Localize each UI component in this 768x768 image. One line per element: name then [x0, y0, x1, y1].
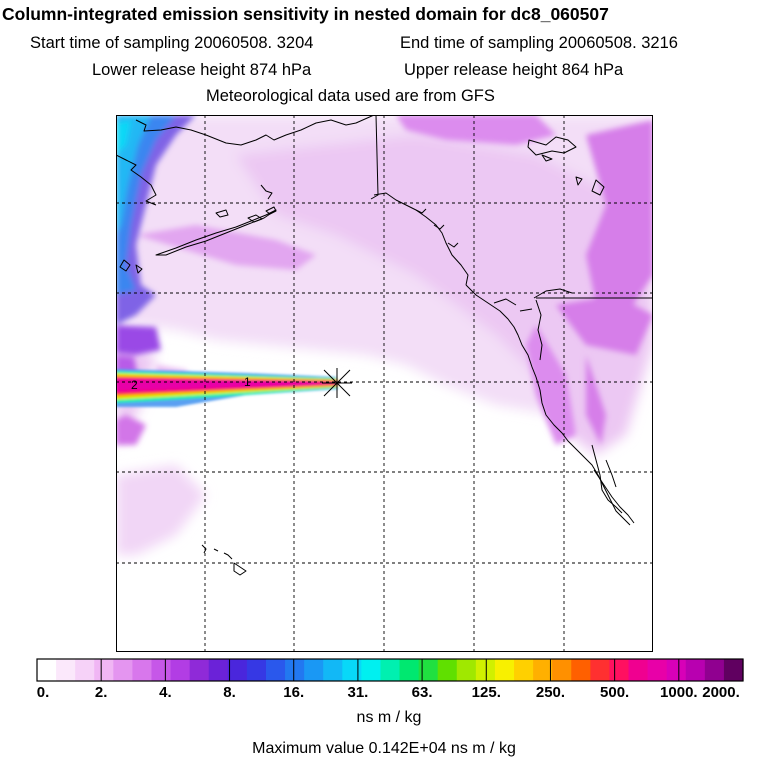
- colorbar-swatch: [399, 659, 420, 681]
- colorbar-tick-label: 1000.: [660, 684, 698, 701]
- trajectory-mark-2: 2: [131, 378, 138, 392]
- colorbar-swatch: [685, 659, 706, 681]
- colorbar-swatch: [514, 659, 534, 681]
- colorbar-tick-label: 8.: [223, 684, 236, 701]
- colorbar-swatch: [418, 659, 439, 681]
- colorbar-swatch: [132, 659, 153, 681]
- colorbar-swatch: [265, 659, 286, 681]
- map-frame: [116, 115, 653, 652]
- sensitivity-map: 2 1: [116, 115, 653, 652]
- colorbar-swatch: [475, 659, 496, 681]
- colorbar-tick-label: 0.: [36, 684, 50, 701]
- colorbar-tick-label: 16.: [283, 684, 305, 701]
- colorbar-swatch: [189, 659, 210, 681]
- field-blue: [116, 115, 196, 385]
- colorbar-units-label: ns m / kg: [356, 709, 422, 726]
- colorbar-tick-label: 2.: [94, 684, 108, 701]
- colorbar-swatch: [437, 659, 458, 681]
- lower-height-label: Lower release height 874 hPa: [92, 61, 312, 79]
- colorbar-swatch: [246, 659, 267, 681]
- colorbar-swatch: [170, 659, 191, 681]
- colorbar-swatch: [571, 659, 591, 681]
- colorbar-swatch: [94, 659, 114, 681]
- coastlines: [116, 115, 653, 576]
- upper-height-label: Upper release height 864 hPa: [404, 61, 624, 79]
- colorbar-swatch: [494, 659, 515, 681]
- colorbar-swatch: [75, 659, 95, 681]
- plume: [116, 369, 338, 407]
- trajectory-mark-1: 1: [244, 375, 251, 389]
- colorbar-swatch: [647, 659, 668, 681]
- met-data-label: Meteorological data used are from GFS: [206, 87, 495, 105]
- colorbar-frame: [36, 658, 744, 682]
- colorbar-tick-label: 500.: [600, 684, 630, 701]
- colorbar-swatch: [323, 659, 343, 681]
- colorbar-swatch: [533, 659, 553, 681]
- colorbar: [36, 658, 744, 682]
- colorbar-swatch: [590, 659, 611, 681]
- colorbar-swatch: [208, 659, 229, 681]
- colorbar-tick-label: 125.: [471, 684, 501, 701]
- colorbar-swatch: [37, 659, 57, 681]
- colorbar-swatch: [552, 659, 572, 681]
- colorbar-tick-label: 2000.: [702, 684, 740, 701]
- colorbar-swatch: [285, 659, 305, 681]
- colorbar-swatch: [361, 659, 382, 681]
- colorbar-swatch: [342, 659, 362, 681]
- end-time-label: End time of sampling 20060508. 3216: [400, 34, 678, 52]
- field-low: [116, 115, 653, 555]
- colorbar-swatch: [723, 659, 744, 681]
- colorbar-tick-label: 250.: [535, 684, 566, 701]
- colorbar-swatch: [666, 659, 687, 681]
- colorbar-swatch: [227, 659, 248, 681]
- release-marker: [322, 368, 352, 398]
- colorbar-swatch: [151, 659, 172, 681]
- colorbar-tick-label: 4.: [159, 684, 172, 701]
- colorbar-tick-label: 31.: [347, 684, 369, 701]
- colorbar-swatch: [456, 659, 477, 681]
- colorbar-swatch: [628, 659, 649, 681]
- colorbar-swatch: [380, 659, 401, 681]
- colorbar-swatch: [304, 659, 324, 681]
- colorbar-swatch: [609, 659, 630, 681]
- start-time-label: Start time of sampling 20060508. 3204: [30, 34, 314, 52]
- colorbar-tick-label: 63.: [411, 684, 433, 701]
- sensitivity-field: [116, 115, 653, 555]
- max-value-label: Maximum value 0.142E+04 ns m / kg: [252, 740, 516, 757]
- colorbar-swatch: [113, 659, 133, 681]
- colorbar-swatch: [704, 659, 725, 681]
- colorbar-swatch: [56, 659, 76, 681]
- map-title: Column-integrated emission sensitivity i…: [2, 4, 609, 24]
